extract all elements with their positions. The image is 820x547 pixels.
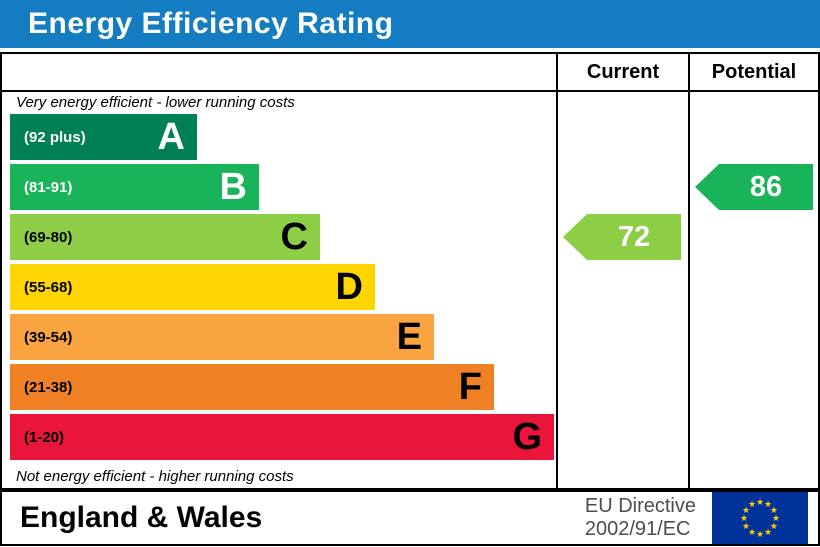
svg-text:★: ★ [742, 505, 750, 515]
table-header-row: Current Potential [2, 54, 818, 92]
efficiency-note-bottom: Not energy efficient - higher running co… [16, 468, 294, 485]
svg-text:★: ★ [742, 521, 750, 531]
eu-directive-line2: 2002/91/EC [584, 518, 691, 540]
chart-title: Energy Efficiency Rating [28, 7, 394, 40]
potential-column: 86 [688, 92, 818, 488]
current-arrow-tip [563, 214, 587, 260]
band-row-g: (1-20) G [10, 414, 554, 460]
band-letter: E [396, 316, 422, 358]
band-letter: D [335, 266, 363, 308]
band-range-label: (55-68) [24, 278, 73, 296]
svg-text:★: ★ [756, 497, 764, 507]
band-range-label: (92 plus) [24, 128, 86, 146]
efficiency-note-top: Very energy efficient - lower running co… [16, 94, 295, 111]
svg-text:★: ★ [770, 505, 778, 515]
band-row-a: (92 plus) A [10, 114, 197, 160]
svg-text:★: ★ [764, 527, 772, 537]
band-range-label: (1-20) [24, 428, 65, 446]
potential-rating-arrow: 86 [695, 164, 813, 210]
band-range-label: (69-80) [24, 228, 73, 246]
svg-text:★: ★ [740, 513, 748, 523]
eu-directive-line1: EU Directive [584, 495, 696, 517]
eu-flag-icon: ★ ★ ★ ★ ★ ★ ★ ★ ★ ★ ★ ★ [712, 492, 808, 544]
rating-table: Current Potential Very energy efficient … [0, 52, 820, 490]
bands-area: Very energy efficient - lower running co… [2, 92, 556, 488]
band-range-label: (21-38) [24, 378, 73, 396]
band-row-d: (55-68) D [10, 264, 375, 310]
band-letter: C [280, 216, 308, 258]
band-row-b: (81-91) B [10, 164, 259, 210]
svg-text:★: ★ [772, 513, 780, 523]
potential-arrow-tip [695, 164, 719, 210]
footer-region-label: England & Wales [20, 501, 263, 534]
band-letter: G [512, 416, 542, 458]
svg-text:★: ★ [756, 529, 764, 539]
svg-text:★: ★ [748, 527, 756, 537]
band-row-c: (69-80) C [10, 214, 320, 260]
chart-title-bar: Energy Efficiency Rating [0, 0, 820, 48]
svg-text:★: ★ [748, 499, 756, 509]
band-letter: A [157, 116, 185, 158]
band-row-e: (39-54) E [10, 314, 434, 360]
potential-column-header: Potential [688, 54, 818, 90]
rating-bands: (92 plus) A (81-91) B (69-80) C (55-68) D (39-54… [10, 114, 556, 460]
footer-bar: England & Wales EU Directive 2002/91/EC … [0, 490, 820, 546]
current-column-header: Current [556, 54, 688, 90]
eu-directive-label: EU Directive 2002/91/EC [585, 495, 696, 541]
current-rating-value: 72 [587, 214, 681, 260]
band-range-label: (39-54) [24, 328, 73, 346]
band-row-f: (21-38) F [10, 364, 494, 410]
svg-text:★: ★ [770, 521, 778, 531]
band-letter: B [219, 166, 247, 208]
table-body: Very energy efficient - lower running co… [2, 92, 818, 488]
current-rating-arrow: 72 [563, 214, 681, 260]
potential-rating-value: 86 [719, 164, 813, 210]
chart-column-header [2, 54, 556, 90]
band-range-label: (81-91) [24, 178, 73, 196]
current-column: 72 [556, 92, 688, 488]
band-letter: F [458, 366, 482, 408]
svg-text:★: ★ [764, 499, 772, 509]
